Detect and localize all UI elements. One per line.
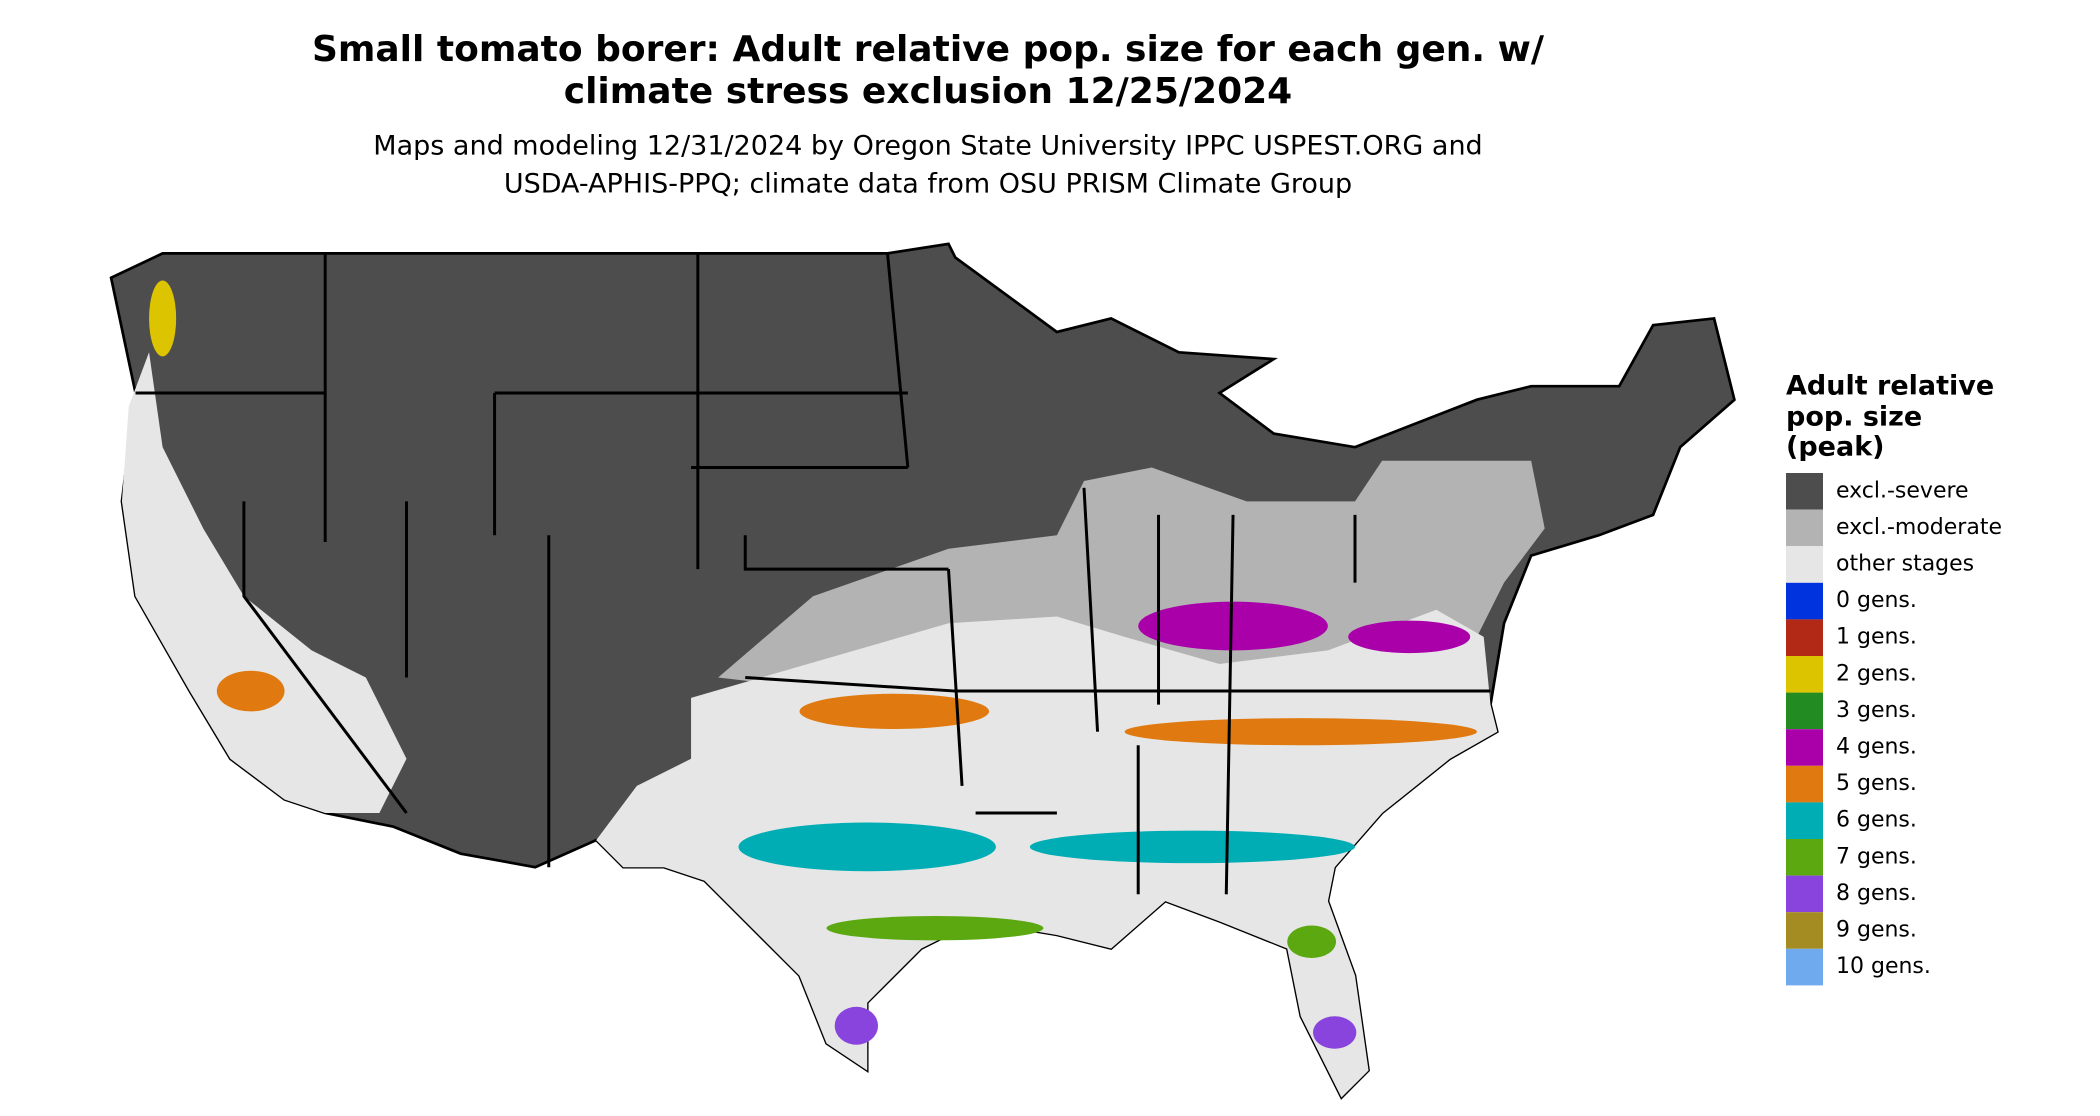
band-5-gens [799, 693, 990, 729]
legend-swatch [1786, 912, 1823, 949]
legend-title: Adult relative [1786, 371, 1994, 402]
legend-label: 0 gens. [1836, 588, 1917, 613]
legend-label: 3 gens. [1836, 698, 1917, 723]
legend: excl.-severe excl.-moderate other stages 0 … [1786, 473, 2002, 986]
legend-swatch [1786, 802, 1823, 839]
band-6-gens [1029, 830, 1355, 864]
legend-label: 5 gens. [1836, 771, 1917, 796]
band-6-gens [738, 822, 996, 872]
legend-label: other stages [1836, 552, 1974, 577]
other-stages-west [121, 352, 407, 813]
legend-label: excl.-severe [1836, 478, 1969, 503]
legend-label: 10 gens. [1836, 954, 1931, 979]
subtitle: USDA-APHIS-PPQ; climate data from OSU PR… [504, 169, 1352, 200]
legend-swatch [1786, 765, 1823, 803]
legend-title: pop. size [1786, 402, 1922, 433]
state-line [135, 253, 1491, 895]
band-7-gens [826, 915, 1044, 941]
legend-swatch [1786, 473, 1823, 510]
legend-label: 4 gens. [1836, 735, 1917, 760]
legend-swatch [1786, 509, 1823, 547]
band-5-gens [1124, 718, 1477, 746]
title: Small tomato borer: Adult relative pop. … [312, 29, 1545, 70]
band-5-gens [216, 670, 285, 712]
legend-swatch [1786, 839, 1823, 876]
legend-label: 1 gens. [1836, 625, 1917, 650]
band-8-gens [1312, 1016, 1357, 1049]
band-4-gens [1138, 601, 1328, 651]
legend-label: 8 gens. [1836, 881, 1917, 906]
legend-title: (peak) [1786, 432, 1885, 463]
band-7-gens [1287, 925, 1337, 958]
legend-label: 7 gens. [1836, 844, 1917, 869]
title: climate stress exclusion 12/25/2024 [564, 71, 1292, 112]
legend-swatch [1786, 729, 1823, 766]
legend-swatch [1786, 656, 1823, 693]
band-8-gens [834, 1006, 879, 1045]
band-2-gens [149, 280, 177, 357]
legend-label: 6 gens. [1836, 808, 1917, 833]
band-4-gens [1348, 620, 1471, 654]
subtitle: Maps and modeling 12/31/2024 by Oregon S… [373, 131, 1482, 162]
legend-swatch [1786, 948, 1823, 986]
legend-swatch [1786, 546, 1823, 583]
map [109, 242, 1736, 1100]
legend-swatch [1786, 875, 1823, 913]
legend-label: 2 gens. [1836, 661, 1917, 686]
legend-swatch [1786, 692, 1823, 730]
legend-label: excl.-moderate [1836, 515, 2002, 540]
legend-swatch [1786, 582, 1823, 620]
legend-label: 9 gens. [1836, 918, 1917, 943]
legend-swatch [1786, 619, 1823, 656]
